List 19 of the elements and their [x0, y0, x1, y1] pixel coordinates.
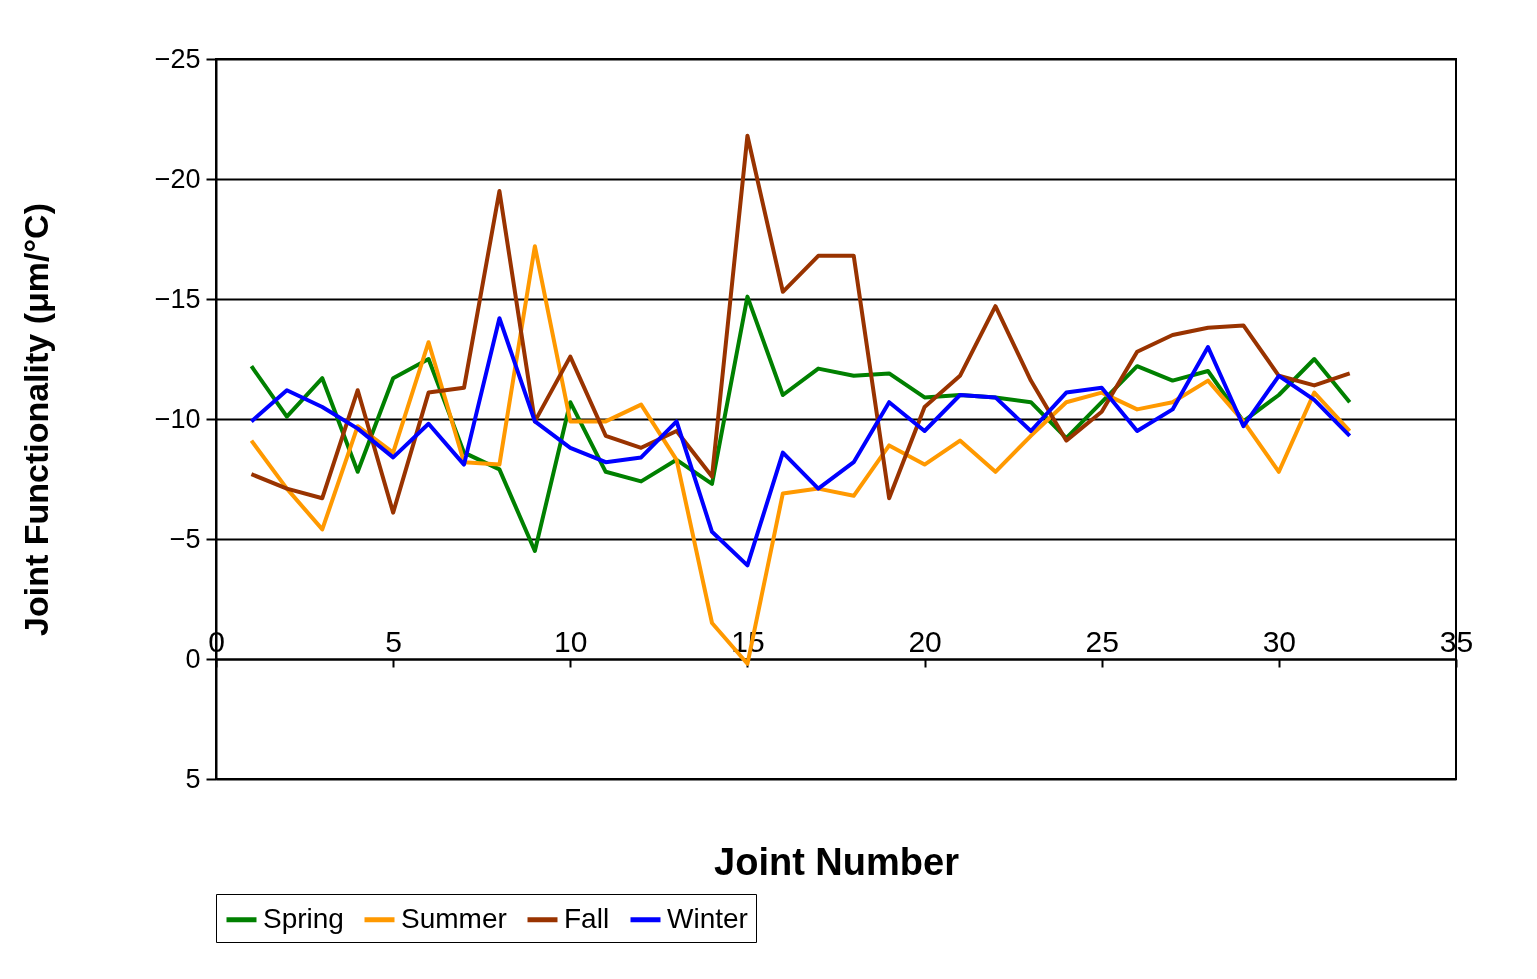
- x-tick-label: 20: [908, 624, 942, 658]
- legend-label: Spring: [263, 902, 344, 934]
- legend-label: Summer: [401, 902, 507, 934]
- line-series: [249, 244, 1352, 666]
- y-tick-label: −15: [154, 283, 201, 314]
- y-axis-title: Joint Functionality (μm/°C): [16, 203, 55, 636]
- line-series: [249, 133, 1352, 515]
- x-tick-label: 25: [1085, 624, 1119, 658]
- y-tick-label: −20: [154, 163, 201, 194]
- x-tick-label: 5: [385, 624, 402, 658]
- legend-label: Winter: [667, 902, 748, 934]
- x-tick-label: 10: [554, 624, 588, 658]
- legend-label: Fall: [564, 902, 610, 934]
- y-tick-label: −10: [154, 403, 201, 434]
- x-tick-label: 30: [1262, 624, 1297, 658]
- x-axis-title: Joint Number: [714, 840, 960, 883]
- y-tick-label: −5: [169, 523, 201, 554]
- y-tick-label: −25: [154, 43, 201, 74]
- y-tick-label: 5: [185, 763, 201, 794]
